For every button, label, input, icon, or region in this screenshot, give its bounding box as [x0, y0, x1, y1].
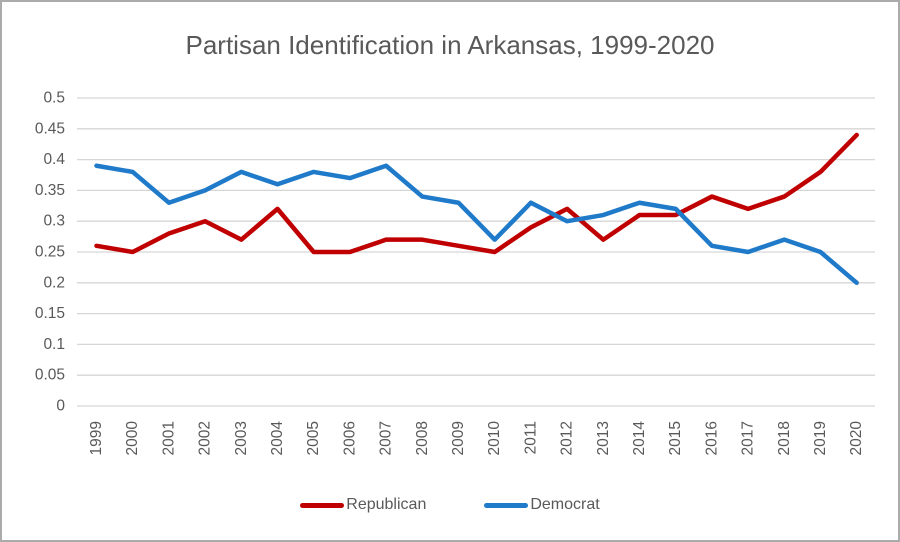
x-tick-label: 2004	[269, 421, 286, 456]
y-tick-label: 0.3	[43, 213, 65, 230]
democrat-line-swatch	[484, 502, 529, 508]
y-tick-label: 0.4	[43, 151, 65, 168]
x-tick-label: 2019	[812, 421, 829, 455]
republican-line-swatch	[300, 502, 345, 508]
x-tick-label: 2005	[305, 421, 322, 455]
y-tick-label: 0.1	[43, 336, 65, 353]
x-tick-label: 2011	[522, 421, 539, 454]
x-tick-label: 2010	[486, 421, 503, 456]
x-tick-label: 1999	[88, 421, 105, 455]
x-tick-label: 2008	[414, 421, 431, 455]
x-tick-label: 2007	[378, 421, 395, 455]
legend-item-republican: Republican	[300, 496, 426, 514]
x-tick-label: 2013	[595, 421, 612, 455]
x-tick-label: 2016	[703, 421, 720, 455]
y-tick-label: 0.25	[35, 244, 65, 261]
legend: Republican Democrat	[2, 496, 898, 514]
y-tick-label: 0.15	[35, 305, 65, 322]
x-tick-label: 2003	[233, 421, 250, 455]
x-tick-label: 2012	[559, 421, 576, 455]
x-tick-label: 2018	[776, 421, 793, 455]
republican-line	[94, 132, 859, 255]
x-tick-label: 2006	[341, 421, 358, 455]
legend-label-republican: Republican	[346, 496, 427, 513]
y-tick-label: 0.5	[43, 90, 65, 107]
x-tick-label: 2001	[160, 421, 177, 455]
chart-title: Partisan Identification in Arkansas, 199…	[185, 30, 715, 60]
x-tick-label: 2002	[197, 421, 214, 455]
x-tick-label: 2015	[667, 421, 684, 455]
x-tick-label: 2000	[124, 421, 141, 456]
y-tick-label: 0.35	[35, 182, 65, 199]
y-tick-label: 0.2	[43, 274, 65, 291]
x-tick-label: 2017	[740, 421, 757, 455]
x-tick-label: 2014	[631, 421, 648, 456]
legend-label-democrat: Democrat	[530, 496, 600, 513]
y-tick-label: 0.05	[35, 367, 65, 384]
y-tick-label: 0.45	[35, 120, 65, 137]
x-tick-label: 2009	[450, 421, 467, 455]
democrat-line	[94, 163, 859, 286]
legend-item-democrat: Democrat	[484, 496, 600, 514]
y-tick-label: 0	[56, 398, 65, 415]
x-tick-label: 2020	[848, 421, 865, 456]
